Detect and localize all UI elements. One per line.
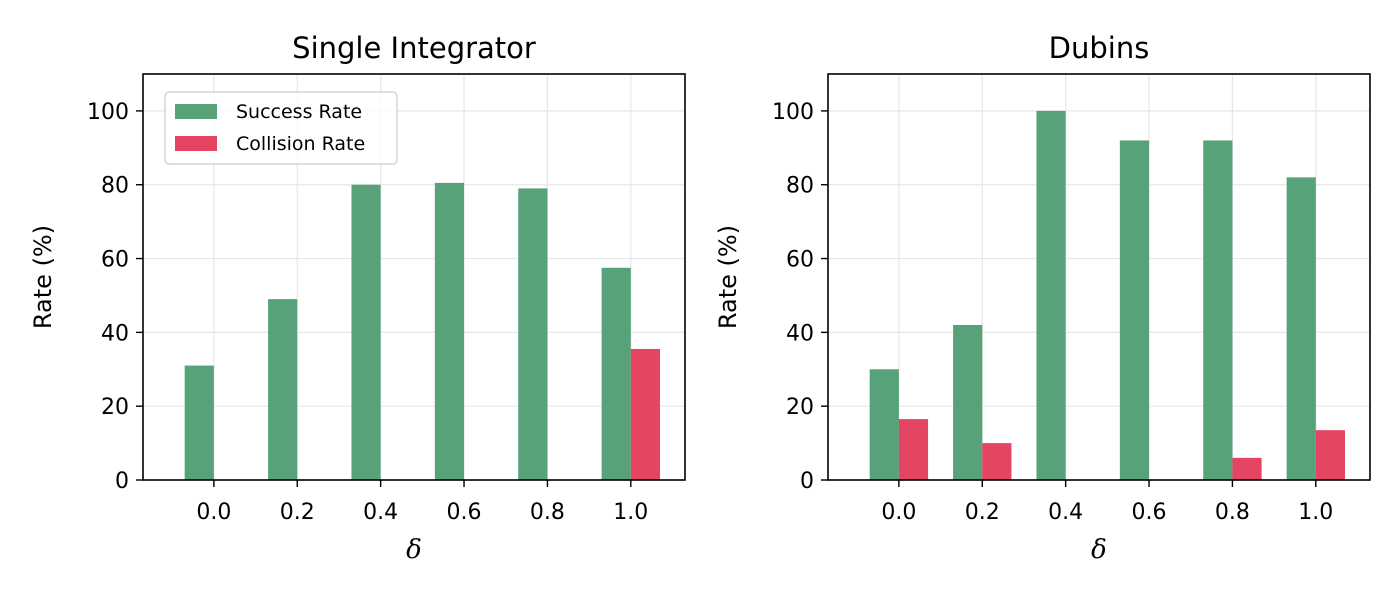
y-tick-label: 20 — [786, 395, 814, 420]
bar-success-rate — [601, 267, 631, 480]
x-tick-label: 0.6 — [447, 500, 482, 525]
bar-success-rate — [953, 324, 983, 480]
bar-success-rate — [434, 182, 465, 480]
chart-title: Single Integrator — [292, 31, 536, 65]
legend-label-collision: Collision Rate — [236, 133, 365, 155]
bars — [869, 110, 1345, 480]
y-tick-label: 0 — [115, 469, 129, 494]
y-tick-label: 80 — [101, 174, 129, 199]
y-tick-label: 40 — [101, 321, 129, 346]
bar-success-rate — [351, 184, 381, 480]
bar-collision-rate — [1315, 430, 1345, 480]
x-tick-label: 0.2 — [965, 500, 1000, 525]
bars — [184, 182, 660, 480]
y-tick-label: 100 — [772, 100, 814, 125]
bar-collision-rate — [982, 443, 1012, 480]
x-tick-label: 0.8 — [1215, 500, 1250, 525]
bar-success-rate — [1119, 140, 1150, 480]
y-tick-label: 60 — [786, 248, 814, 273]
chart-panel-single-integrator: 0 20 40 60 80 100 0.0 0.2 0.4 0.6 0.8 1.0 Single In… — [29, 31, 686, 565]
x-axis-label: δ — [1091, 535, 1107, 565]
x-tick-label: 0.0 — [196, 500, 231, 525]
bar-success-rate — [518, 188, 548, 480]
legend-swatch-success — [175, 104, 217, 119]
y-axis-label: Rate (%) — [714, 225, 742, 329]
bar-success-rate — [1203, 140, 1233, 480]
bar-success-rate — [869, 369, 899, 480]
x-axis-label: δ — [406, 535, 422, 565]
legend-swatch-collision — [175, 136, 217, 151]
y-tick-label: 100 — [87, 100, 129, 125]
y-tick-label: 20 — [101, 395, 129, 420]
x-tick-label: 0.4 — [363, 500, 398, 525]
x-tick-label: 0.4 — [1048, 500, 1083, 525]
y-tick-label: 0 — [800, 469, 814, 494]
y-tick-label: 40 — [786, 321, 814, 346]
bar-success-rate — [1036, 110, 1066, 480]
ticks: 0 20 40 60 80 100 0.0 0.2 0.4 0.6 0.8 1.0 — [772, 100, 1333, 525]
bar-collision-rate — [1232, 457, 1262, 480]
legend-label-success: Success Rate — [236, 101, 362, 123]
y-tick-label: 80 — [786, 174, 814, 199]
x-tick-label: 0.0 — [881, 500, 916, 525]
bar-success-rate — [1286, 177, 1316, 480]
legend: Success Rate Collision Rate — [164, 91, 398, 165]
ticks: 0 20 40 60 80 100 0.0 0.2 0.4 0.6 0.8 1.0 — [87, 100, 648, 525]
legend-box — [164, 91, 398, 165]
x-tick-label: 0.8 — [530, 500, 565, 525]
bar-collision-rate — [630, 348, 660, 480]
axes-frame — [827, 73, 1371, 481]
bar-success-rate — [268, 299, 298, 480]
chart-title: Dubins — [1049, 31, 1150, 65]
x-tick-label: 0.2 — [280, 500, 315, 525]
x-tick-label: 1.0 — [1298, 500, 1333, 525]
bar-collision-rate — [898, 419, 929, 480]
y-tick-label: 60 — [101, 248, 129, 273]
y-axis-label: Rate (%) — [29, 225, 57, 329]
bar-success-rate — [184, 365, 214, 480]
axes-frame — [142, 73, 686, 481]
x-tick-label: 1.0 — [613, 500, 648, 525]
x-tick-label: 0.6 — [1132, 500, 1167, 525]
